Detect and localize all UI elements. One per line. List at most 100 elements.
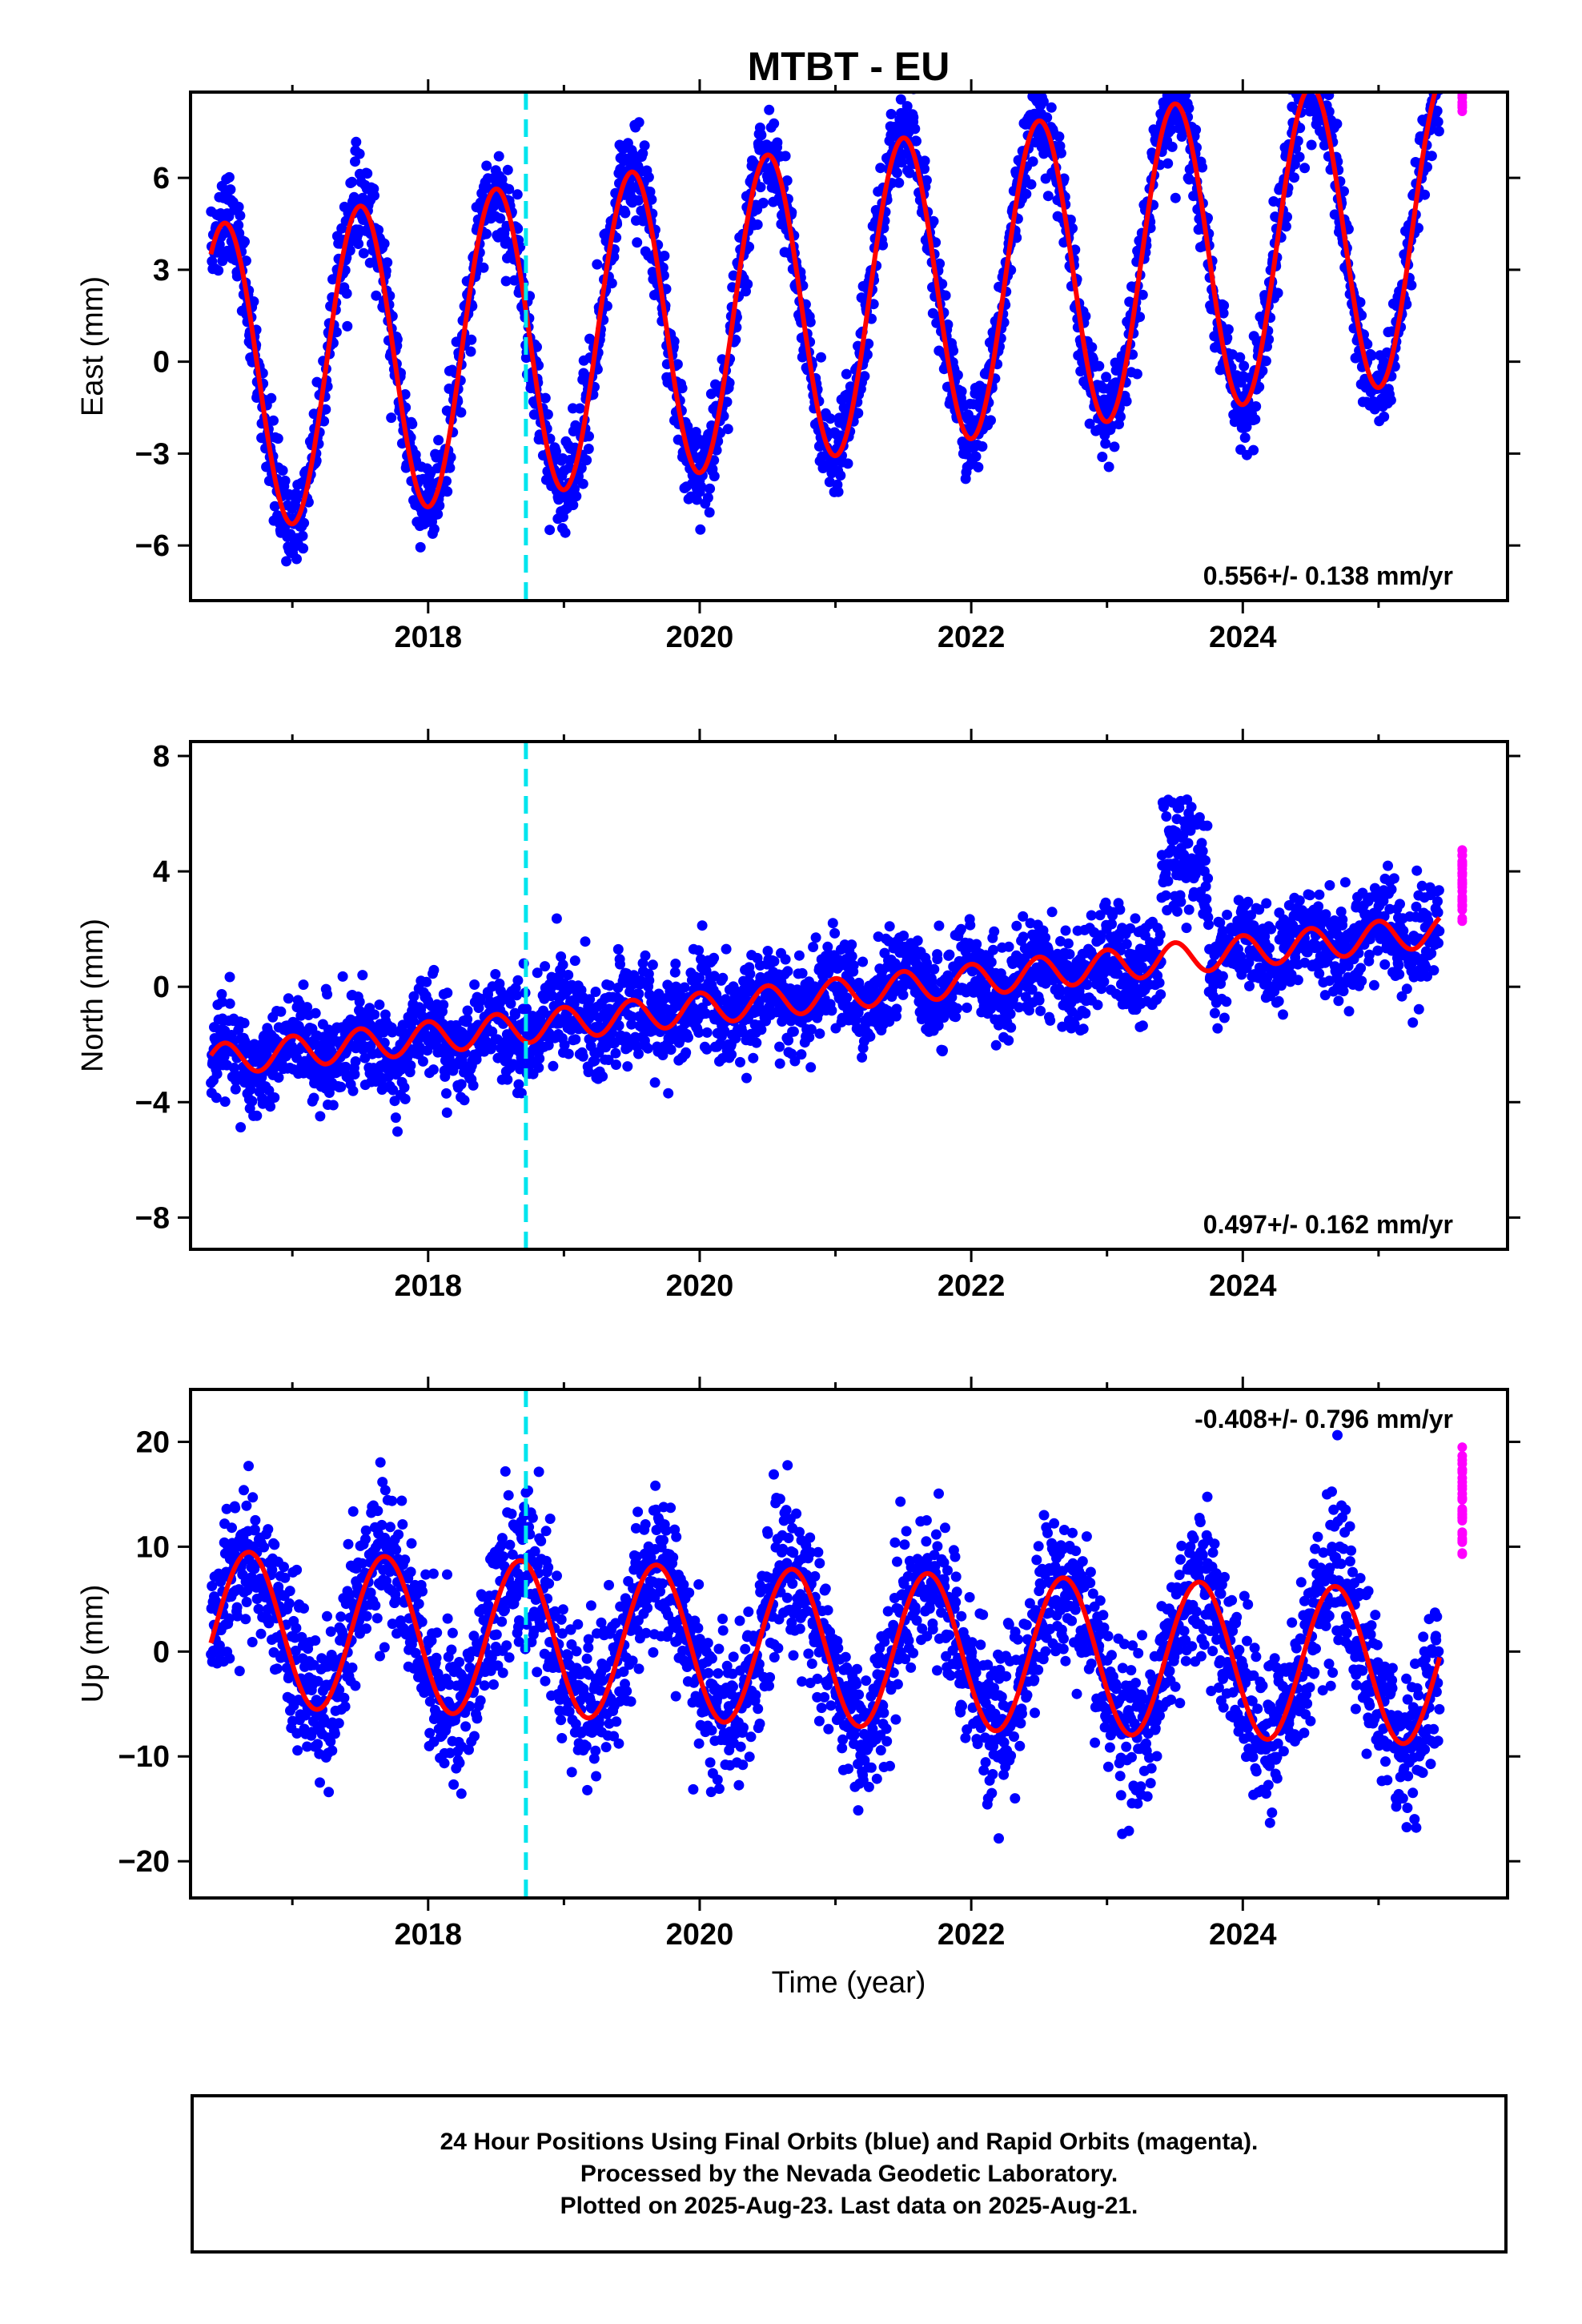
final-orbit-point	[441, 476, 452, 487]
final-orbit-point	[1311, 79, 1321, 90]
final-orbit-point	[544, 525, 556, 536]
final-orbit-point	[1251, 401, 1262, 412]
final-orbit-point	[323, 1088, 335, 1098]
final-orbit-point	[407, 419, 418, 429]
final-orbit-point	[569, 955, 580, 967]
final-orbit-point	[574, 403, 585, 414]
final-orbit-point	[465, 346, 476, 357]
final-orbit-point	[277, 465, 288, 476]
final-orbit-point	[560, 527, 571, 538]
final-orbit-point	[1431, 46, 1442, 57]
final-orbit-point	[1137, 1020, 1148, 1031]
final-orbit-point	[233, 219, 244, 231]
final-orbit-point	[853, 408, 864, 419]
final-orbit-point	[291, 1052, 303, 1063]
final-orbit-point	[719, 1025, 730, 1036]
final-orbit-point	[444, 462, 456, 473]
final-orbit-point	[408, 991, 420, 1002]
final-orbit-point	[896, 157, 907, 168]
velocity-label: 0.556+/- 0.138 mm/yr	[1203, 561, 1453, 590]
final-orbit-point	[1005, 1008, 1016, 1019]
final-orbit-point	[1007, 959, 1018, 969]
final-orbit-point	[1114, 904, 1126, 915]
final-orbit-point	[705, 483, 716, 494]
final-orbit-point	[478, 262, 489, 273]
final-orbit-point	[774, 1058, 785, 1069]
final-orbit-point	[1223, 324, 1234, 335]
final-orbit-point	[891, 1011, 901, 1022]
final-orbit-point	[833, 486, 844, 497]
final-orbit-point	[235, 1122, 247, 1133]
final-orbit-point	[1100, 438, 1111, 449]
final-orbit-point	[693, 945, 705, 956]
final-orbit-point	[224, 971, 235, 983]
model-fit-curve	[208, 92, 1438, 527]
panel-frame	[189, 90, 1509, 602]
final-orbit-point	[841, 992, 853, 1003]
final-orbit-point	[551, 446, 561, 457]
final-orbit-point	[1040, 932, 1051, 943]
final-orbit-point	[1154, 977, 1165, 988]
final-orbit-point	[751, 1037, 762, 1048]
rapid-orbit-point	[1457, 45, 1467, 54]
final-orbit-point	[1313, 41, 1323, 51]
final-orbit-point	[1180, 92, 1191, 101]
final-orbit-point	[548, 1060, 559, 1072]
final-orbit-point	[481, 182, 492, 193]
final-orbit-point	[533, 1062, 544, 1073]
final-orbit-point	[379, 238, 390, 249]
final-orbit-point	[1042, 112, 1053, 123]
final-orbit-point	[510, 1009, 520, 1020]
final-orbit-point	[639, 140, 650, 151]
final-orbit-point	[1167, 77, 1178, 87]
final-orbit-point	[644, 187, 656, 197]
final-orbit-point	[1125, 923, 1136, 934]
final-orbit-point	[563, 970, 574, 980]
final-orbit-point	[846, 951, 857, 962]
final-orbit-point	[681, 1047, 692, 1058]
final-orbit-point	[1424, 78, 1435, 89]
rapid-orbit-point	[1457, 37, 1467, 46]
final-orbit-point	[275, 1006, 287, 1017]
final-orbit-point	[848, 960, 859, 971]
final-orbit-point	[1024, 1005, 1034, 1016]
final-orbit-point	[1130, 913, 1141, 924]
final-orbit-point	[633, 988, 644, 999]
final-orbit-point	[1183, 103, 1195, 114]
final-orbit-point	[1307, 65, 1318, 75]
final-orbit-point	[1022, 80, 1033, 90]
final-orbit-point	[722, 424, 733, 435]
final-orbit-point	[691, 494, 702, 505]
final-orbit-point	[1200, 855, 1211, 866]
x-tick-label: 2018	[395, 621, 463, 654]
final-orbit-point	[347, 1085, 359, 1096]
final-orbit-point	[1035, 1005, 1046, 1016]
final-orbit-point	[1094, 910, 1106, 921]
rapid-orbit-point	[1457, 45, 1467, 54]
final-orbit-point	[769, 955, 780, 967]
final-orbit-point	[608, 251, 620, 263]
final-orbit-point	[1413, 223, 1423, 234]
y-tick-label: 3	[153, 254, 170, 287]
final-orbit-point	[349, 1069, 360, 1080]
final-orbit-point	[557, 959, 568, 971]
final-orbit-point	[233, 1024, 244, 1035]
final-orbit-point	[281, 556, 292, 567]
final-orbit-point	[1080, 311, 1091, 322]
final-orbit-point	[1112, 968, 1123, 979]
final-orbit-point	[1057, 1021, 1068, 1032]
final-orbit-point	[892, 167, 902, 179]
final-orbit-point	[1197, 846, 1208, 857]
final-orbit-point	[248, 296, 259, 307]
rapid-orbit-point	[1457, 92, 1468, 100]
rapid-orbit-point	[1457, 61, 1467, 70]
final-orbit-point	[563, 1048, 574, 1059]
final-orbit-point	[952, 369, 963, 380]
final-orbit-point	[462, 1005, 473, 1016]
final-orbit-point	[721, 396, 733, 408]
final-orbit-point	[793, 950, 805, 961]
final-orbit-point	[908, 112, 919, 123]
final-orbit-point	[291, 553, 302, 565]
final-orbit-point	[1235, 352, 1246, 363]
